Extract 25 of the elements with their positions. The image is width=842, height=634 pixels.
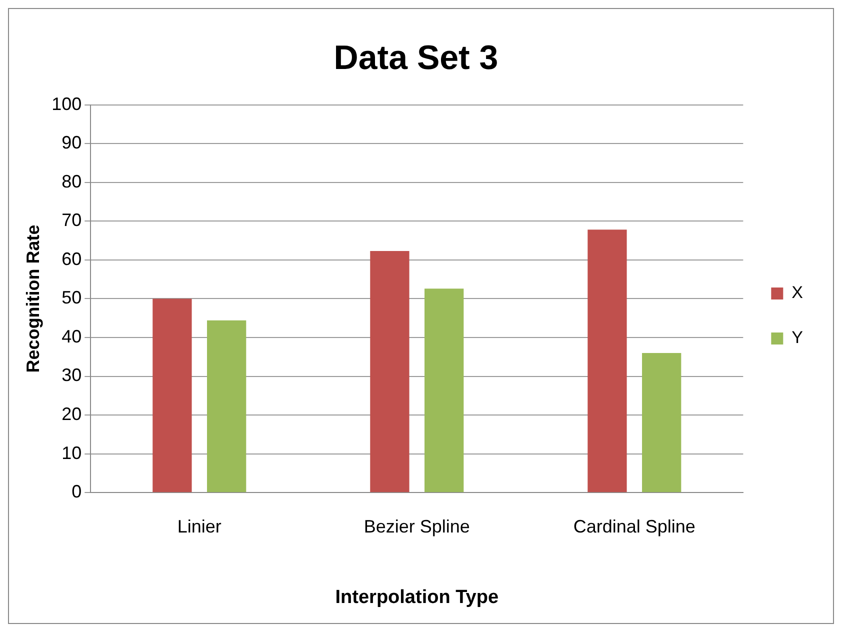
y-tick-label: 70 [62,210,82,230]
x-tick-label: Cardinal Spline [573,516,696,536]
y-tick-label: 50 [62,288,82,308]
y-tick-label: 60 [62,248,82,269]
y-tick-label: 100 [52,94,82,114]
bar [370,251,410,492]
legend-label: X [792,283,804,302]
bar [152,298,192,492]
bar [207,320,246,492]
y-tick-label: 80 [62,171,82,192]
y-tick-label: 90 [62,132,82,153]
legend-label: Y [792,328,804,348]
y-tick-label: 30 [62,365,82,386]
y-tick-label: 0 [72,482,82,502]
bar [424,288,464,492]
y-tick-label: 20 [62,404,82,424]
x-axis-title: Interpolation Type [335,586,499,608]
bar [588,230,627,492]
chart-title: Data Set 3 [334,38,498,77]
y-tick-label: 40 [62,326,82,346]
y-tick-label: 10 [62,442,82,463]
y-axis-title: Recognition Rate [22,224,43,373]
x-tick-label: Linier [177,516,222,536]
x-tick-label: Bezier Spline [364,516,470,536]
bar [642,352,682,492]
